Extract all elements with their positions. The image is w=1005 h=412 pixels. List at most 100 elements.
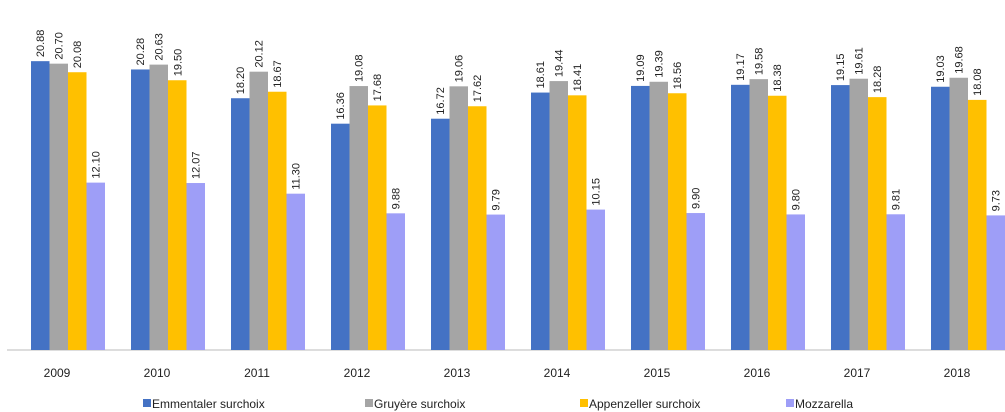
value-label: 10.15	[591, 178, 603, 206]
x-tick-label: 2014	[544, 366, 571, 380]
legend-label: Mozzarella	[795, 397, 853, 411]
value-label: 18.38	[772, 64, 784, 92]
bar	[586, 209, 605, 350]
legend-swatch	[143, 399, 151, 407]
bar	[49, 63, 68, 351]
value-label: 18.56	[672, 62, 684, 90]
x-tick-label: 2012	[344, 366, 371, 380]
bar	[331, 123, 350, 350]
bar	[968, 99, 987, 350]
bar	[549, 81, 568, 350]
value-label: 18.41	[572, 64, 584, 92]
value-label: 17.68	[372, 74, 384, 102]
bar	[486, 214, 505, 350]
bar	[568, 95, 587, 350]
value-label: 19.39	[654, 50, 666, 78]
bar	[986, 215, 1005, 350]
bar	[768, 95, 787, 350]
value-label: 18.20	[235, 67, 247, 95]
value-label: 18.08	[972, 68, 984, 96]
value-label: 18.61	[535, 61, 547, 89]
x-tick-label: 2018	[944, 366, 971, 380]
bar	[368, 105, 387, 350]
bar	[186, 183, 205, 350]
bar	[831, 85, 850, 350]
legend-swatch	[365, 399, 373, 407]
legend-label: Appenzeller surchoix	[589, 397, 700, 411]
value-label: 19.50	[172, 49, 184, 77]
value-label: 19.44	[554, 50, 566, 78]
value-label: 19.58	[754, 48, 766, 76]
bar	[686, 213, 705, 350]
value-label: 9.90	[691, 188, 703, 209]
value-label: 18.28	[872, 66, 884, 94]
x-tick-label: 2010	[144, 366, 171, 380]
bar	[86, 182, 105, 350]
legend-label: Gruyère surchoix	[374, 397, 465, 411]
value-label: 16.72	[435, 87, 447, 115]
value-label: 9.73	[991, 190, 1003, 211]
bar	[68, 72, 87, 350]
value-label: 19.15	[835, 54, 847, 82]
bar	[449, 86, 468, 350]
value-label: 9.88	[391, 188, 403, 209]
x-tick-label: 2009	[44, 366, 71, 380]
bar	[268, 91, 287, 351]
bar	[349, 86, 368, 350]
value-label: 12.07	[191, 152, 203, 180]
bar	[131, 69, 150, 351]
value-label: 19.68	[954, 46, 966, 74]
value-label: 9.79	[491, 189, 503, 210]
value-label: 20.12	[254, 40, 266, 68]
legend-swatch	[580, 399, 588, 407]
x-tick-label: 2011	[244, 366, 270, 380]
value-label: 19.03	[935, 55, 947, 83]
bar	[149, 64, 168, 350]
bar	[631, 85, 650, 351]
value-label: 17.62	[472, 75, 484, 103]
bar	[868, 97, 887, 350]
value-label: 9.81	[891, 189, 903, 210]
value-label: 19.17	[735, 53, 747, 81]
x-tick-label: 2017	[844, 366, 871, 380]
bar	[386, 213, 405, 350]
value-label: 20.88	[35, 30, 47, 58]
bar	[649, 81, 668, 350]
bar	[249, 71, 268, 350]
bar	[931, 86, 950, 351]
value-label: 20.08	[72, 41, 84, 69]
bar	[168, 80, 187, 350]
value-label: 19.06	[454, 55, 466, 83]
value-label: 12.10	[91, 151, 103, 179]
bar	[31, 61, 50, 350]
value-label: 20.70	[54, 32, 66, 60]
value-label: 19.09	[635, 54, 647, 82]
bar	[668, 93, 687, 351]
bar	[468, 106, 487, 350]
bar	[886, 214, 905, 350]
bar	[431, 118, 450, 350]
value-label: 18.67	[272, 60, 284, 88]
bar	[286, 193, 305, 350]
value-label: 20.28	[135, 38, 147, 66]
bar	[231, 98, 250, 350]
bar	[786, 214, 805, 350]
bar	[749, 79, 768, 350]
bar	[949, 77, 968, 350]
value-label: 16.36	[335, 92, 347, 120]
x-tick-label: 2015	[644, 366, 671, 380]
x-tick-label: 2013	[444, 366, 471, 380]
value-label: 20.63	[154, 33, 166, 61]
x-tick-label: 2016	[744, 366, 771, 380]
value-label: 11.30	[291, 163, 303, 190]
bar	[849, 78, 868, 350]
value-label: 19.08	[354, 55, 366, 83]
legend-swatch	[786, 399, 794, 407]
value-label: 9.80	[791, 189, 803, 210]
bar	[531, 92, 550, 350]
legend-label: Emmentaler surchoix	[152, 397, 265, 411]
bar	[731, 84, 750, 350]
value-label: 19.61	[854, 47, 866, 75]
